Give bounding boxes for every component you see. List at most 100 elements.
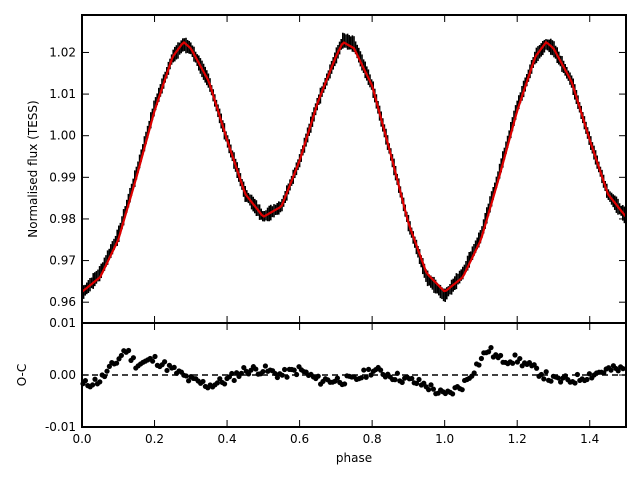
residual-point xyxy=(615,368,621,374)
residual-point xyxy=(200,378,206,385)
residual-point xyxy=(399,379,405,386)
residual-point xyxy=(430,386,436,392)
phase-tick-label: 1.2 xyxy=(508,432,527,446)
residual-point xyxy=(378,367,384,373)
residual-point xyxy=(543,369,549,375)
residual-point xyxy=(488,345,494,351)
residual-point xyxy=(222,381,228,387)
residual-point xyxy=(476,362,482,368)
residual-panel-frame xyxy=(81,322,627,428)
flux-ytick-label: 0.99 xyxy=(49,170,76,184)
residual-point xyxy=(541,376,547,382)
residual-point xyxy=(486,349,492,355)
flux-panel: 0.96 0.97 0.98 0.99 1.00 1.01 1.02 Normalised … xyxy=(26,14,627,324)
residual-point xyxy=(82,378,88,384)
residual-axis-label: O-C xyxy=(15,364,29,387)
flux-ytick-label: 0.96 xyxy=(49,295,76,309)
residual-point xyxy=(409,375,415,382)
phase-axis-label: phase xyxy=(336,451,372,465)
residual-point xyxy=(106,363,112,369)
residual-point xyxy=(150,358,156,364)
residual-point xyxy=(118,352,124,359)
residual-point xyxy=(315,373,321,379)
residual-point xyxy=(361,367,367,373)
residual-point xyxy=(414,380,420,387)
residual-point xyxy=(586,371,593,377)
residual-point xyxy=(555,375,561,381)
residual-point xyxy=(608,367,614,373)
residual-point xyxy=(517,355,523,362)
residual-point xyxy=(279,372,285,378)
flux-panel-ticks xyxy=(81,15,626,323)
residual-point xyxy=(260,368,266,375)
residual-point xyxy=(272,370,278,377)
residual-point xyxy=(126,347,132,354)
residual-points xyxy=(80,345,626,397)
residual-panel-tick-labels: -0.01 0.00 0.01 0.0 0.2 0.4 0.6 0.8 1.0 1.2 1.4 xyxy=(45,316,599,446)
residual-point xyxy=(282,366,288,373)
residual-point xyxy=(294,371,300,378)
residual-point xyxy=(130,355,136,361)
residual-point xyxy=(363,374,369,380)
residual-point xyxy=(584,376,590,383)
flux-ytick-label: 1.01 xyxy=(49,87,76,101)
residual-point xyxy=(104,368,110,374)
residual-point xyxy=(231,377,237,384)
residual-point xyxy=(238,370,244,376)
phase-tick-label: 0.6 xyxy=(290,432,309,446)
phase-tick-label: 0.4 xyxy=(218,432,237,446)
residual-point xyxy=(92,376,98,382)
residual-point xyxy=(114,360,120,366)
residual-panel: -0.01 0.00 0.01 0.0 0.2 0.4 0.6 0.8 1.0 1.2 1.4 O-… xyxy=(15,316,627,465)
residual-point xyxy=(183,373,189,379)
residual-point xyxy=(394,370,400,376)
flux-model-curve xyxy=(81,40,627,293)
residual-point xyxy=(334,375,340,381)
residual-point xyxy=(548,378,554,384)
residual-point xyxy=(152,353,158,360)
residual-point xyxy=(253,366,259,372)
residual-point xyxy=(601,370,607,376)
residual-point xyxy=(171,364,177,370)
residual-point xyxy=(274,374,280,381)
residual-point xyxy=(241,364,247,371)
residual-point xyxy=(90,382,96,388)
residual-point xyxy=(97,379,103,385)
flux-observations xyxy=(81,32,626,302)
residual-ytick-label: 0.00 xyxy=(49,368,76,382)
phase-tick-label: 0.0 xyxy=(72,432,91,446)
residual-point xyxy=(509,360,516,366)
residual-point xyxy=(428,382,434,388)
residual-point xyxy=(558,379,564,385)
residual-point xyxy=(342,381,348,387)
residual-point xyxy=(512,352,518,358)
residual-point xyxy=(498,352,504,359)
residual-point xyxy=(538,371,545,378)
residual-point xyxy=(229,370,235,377)
flux-ytick-label: 1.02 xyxy=(49,45,76,59)
phase-tick-label: 0.2 xyxy=(145,432,164,446)
residual-point xyxy=(392,377,398,383)
residual-ytick-label: -0.01 xyxy=(45,420,76,434)
residual-point xyxy=(214,380,220,386)
flux-ytick-label: 0.98 xyxy=(49,212,76,226)
residual-point xyxy=(572,380,578,386)
flux-axis-label: Normalised flux (TESS) xyxy=(26,100,40,237)
residual-point xyxy=(284,374,290,380)
residual-point xyxy=(562,373,569,379)
residual-point xyxy=(164,367,170,374)
phase-tick-label: 1.0 xyxy=(435,432,454,446)
residual-ytick-label: 0.01 xyxy=(49,316,76,330)
residual-point xyxy=(426,387,432,393)
residual-point xyxy=(471,370,477,376)
residual-point xyxy=(102,373,108,380)
flux-panel-tick-labels: 0.96 0.97 0.98 0.99 1.00 1.01 1.02 xyxy=(49,45,76,309)
residual-point xyxy=(234,370,240,376)
residual-point xyxy=(246,371,252,377)
residual-point xyxy=(162,359,168,365)
flux-ytick-label: 0.97 xyxy=(49,254,76,268)
residual-point xyxy=(459,387,465,393)
residual-point xyxy=(366,366,372,372)
residual-point xyxy=(574,371,581,378)
flux-ytick-label: 1.00 xyxy=(49,129,76,143)
